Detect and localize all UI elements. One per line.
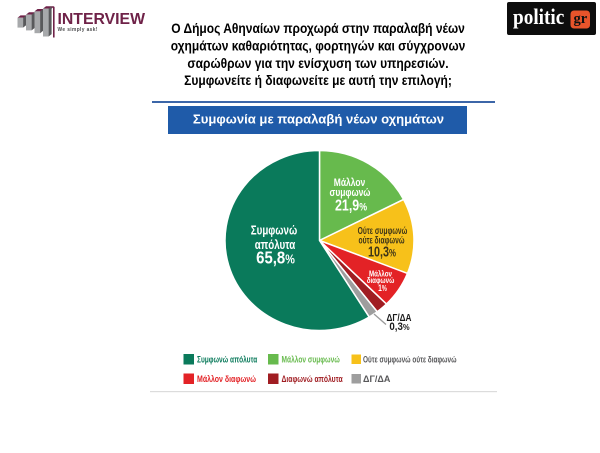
svg-text:Μάλλον συμφωνώ: Μάλλον συμφωνώ [282,355,341,365]
svg-text:65,8%: 65,8% [256,248,295,267]
svg-text:Μάλλον διαφωνώ: Μάλλον διαφωνώ [197,374,256,384]
svg-text:συμφωνώ: συμφωνώ [330,187,371,199]
svg-text:Συμφωνώ απόλυτα: Συμφωνώ απόλυτα [197,355,257,365]
svg-text:0,3%: 0,3% [389,322,409,334]
svg-text:10,3%: 10,3% [368,243,397,260]
svg-text:INTERVIEW: INTERVIEW [58,11,146,28]
svg-text:Μάλλον: Μάλλον [334,177,366,189]
svg-text:21,9%: 21,9% [335,196,367,214]
svg-text:We simply ask!: We simply ask! [58,27,98,33]
svg-text:Ούτε συμφωνώ ούτε διαφωνώ: Ούτε συμφωνώ ούτε διαφωνώ [363,355,457,365]
svg-text:απόλυτα: απόλυτα [255,239,296,252]
svg-text:σαρώθρων για την ενίσχυση των: σαρώθρων για την ενίσχυση των υπηρεσιών. [187,55,448,71]
svg-text:ΔΓ/ΔΑ: ΔΓ/ΔΑ [386,312,411,323]
svg-text:διαφωνώ: διαφωνώ [367,275,395,285]
svg-text:politic: politic [513,6,564,29]
svg-text:ΔΓ/ΔΑ: ΔΓ/ΔΑ [363,374,391,384]
svg-text:Συμφωνία με παραλαβή νέων οχημ: Συμφωνία με παραλαβή νέων οχημάτων [193,111,444,126]
svg-text:1%: 1% [378,283,387,293]
svg-text:Ο Δήμος Αθηναίων προχωρά στην: Ο Δήμος Αθηναίων προχωρά στην παραλαβή ν… [171,21,465,37]
svg-text:ούτε διαφωνώ: ούτε διαφωνώ [358,234,404,246]
svg-text:Συμφωνώ: Συμφωνώ [251,225,298,238]
svg-text:οχημάτων καθαριότητας, φορτηγώ: οχημάτων καθαριότητας, φορτηγών και σύγχ… [171,38,466,54]
svg-text:Ούτε συμφωνώ: Ούτε συμφωνώ [358,224,408,236]
svg-text:Συμφωνείτε ή διαφωνείτε με αυτ: Συμφωνείτε ή διαφωνείτε με αυτή την επιλ… [184,72,452,88]
svg-text:Μάλλον: Μάλλον [369,268,392,278]
svg-text:Διαφωνώ απόλυτα: Διαφωνώ απόλυτα [282,374,343,384]
svg-text:gr: gr [574,11,588,27]
